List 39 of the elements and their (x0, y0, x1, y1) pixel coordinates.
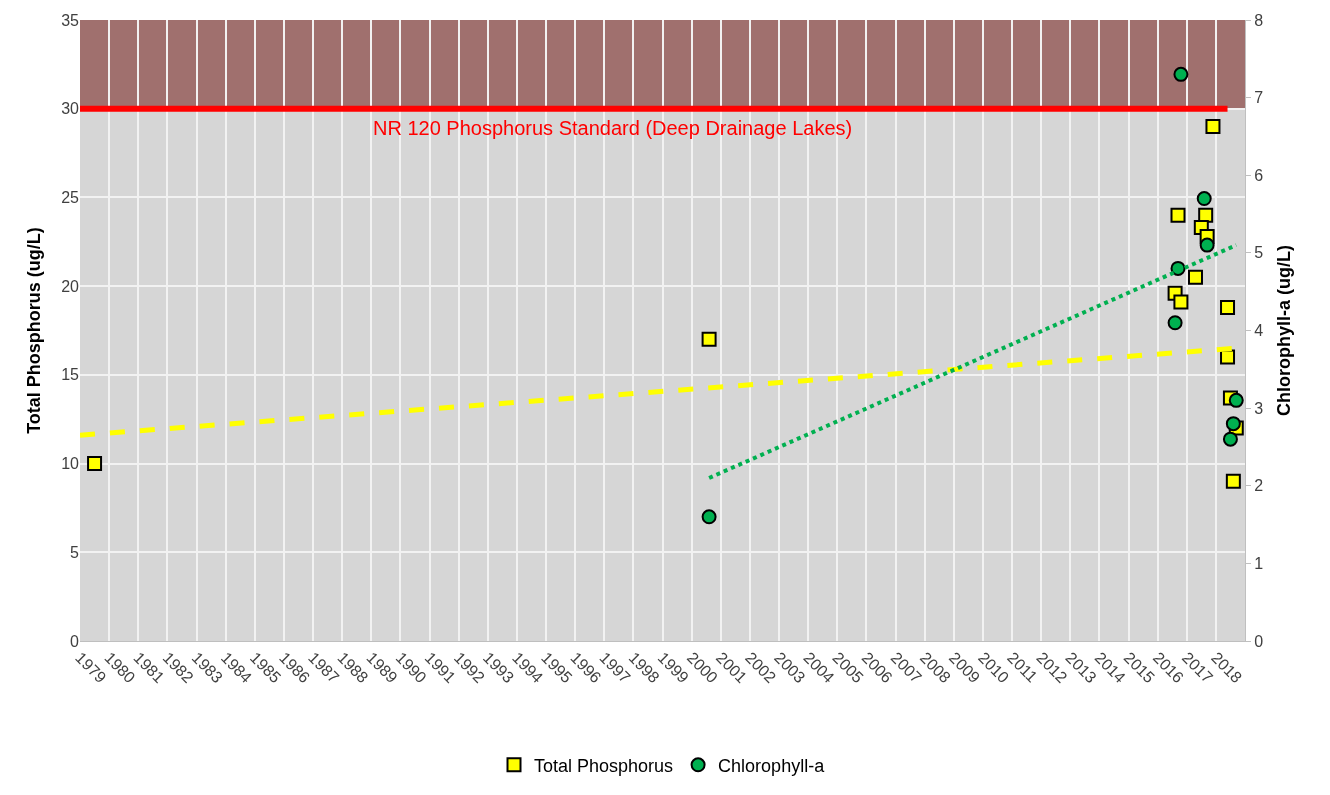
point (1220, 299, 1236, 315)
y-tick-label: 20 (61, 277, 80, 295)
y-tick-label: 0 (70, 632, 80, 650)
y2-tick-label: 0 (1254, 632, 1264, 650)
y2-tick-label: 3 (1254, 399, 1264, 417)
point (1173, 294, 1189, 310)
y2-tick-label: 5 (1254, 244, 1264, 262)
legend-label: Chlorophyll-a (718, 755, 826, 776)
y-tick-label: 35 (61, 11, 80, 29)
point (1170, 207, 1186, 223)
point (1196, 191, 1212, 207)
point (1167, 315, 1183, 331)
y-axis-title: Total Phosphorus (ug/L) (24, 227, 45, 434)
y2-axis-title: Chlorophyll-a (ug/L) (1274, 245, 1295, 416)
y2-tick-label: 6 (1254, 166, 1264, 184)
point (87, 456, 103, 472)
y-tick-label: 30 (61, 100, 80, 118)
point (1222, 431, 1238, 447)
point (1199, 237, 1215, 253)
y2-tick-label: 8 (1254, 11, 1264, 29)
y-tick-label: 25 (61, 189, 80, 207)
y2-tick-label: 1 (1254, 554, 1264, 572)
y2-tick-label: 2 (1254, 477, 1264, 495)
y-tick-label: 10 (61, 455, 80, 473)
legend-label: Total Phosphorus (534, 755, 674, 776)
point (701, 331, 717, 347)
y2-tick-label: 4 (1254, 322, 1264, 340)
y-tick-label: 15 (61, 366, 80, 384)
y-tick-label: 5 (70, 543, 80, 561)
y2-tick-label: 7 (1254, 89, 1264, 107)
point (1225, 473, 1241, 489)
point (701, 509, 717, 525)
point (1205, 118, 1221, 134)
point (1173, 66, 1189, 82)
point (1225, 416, 1241, 432)
point (1220, 349, 1236, 365)
ref-line-label: NR 120 Phosphorus Standard (Deep Drainage Lakes) (373, 117, 853, 139)
point (1228, 392, 1244, 408)
point (1187, 269, 1203, 285)
